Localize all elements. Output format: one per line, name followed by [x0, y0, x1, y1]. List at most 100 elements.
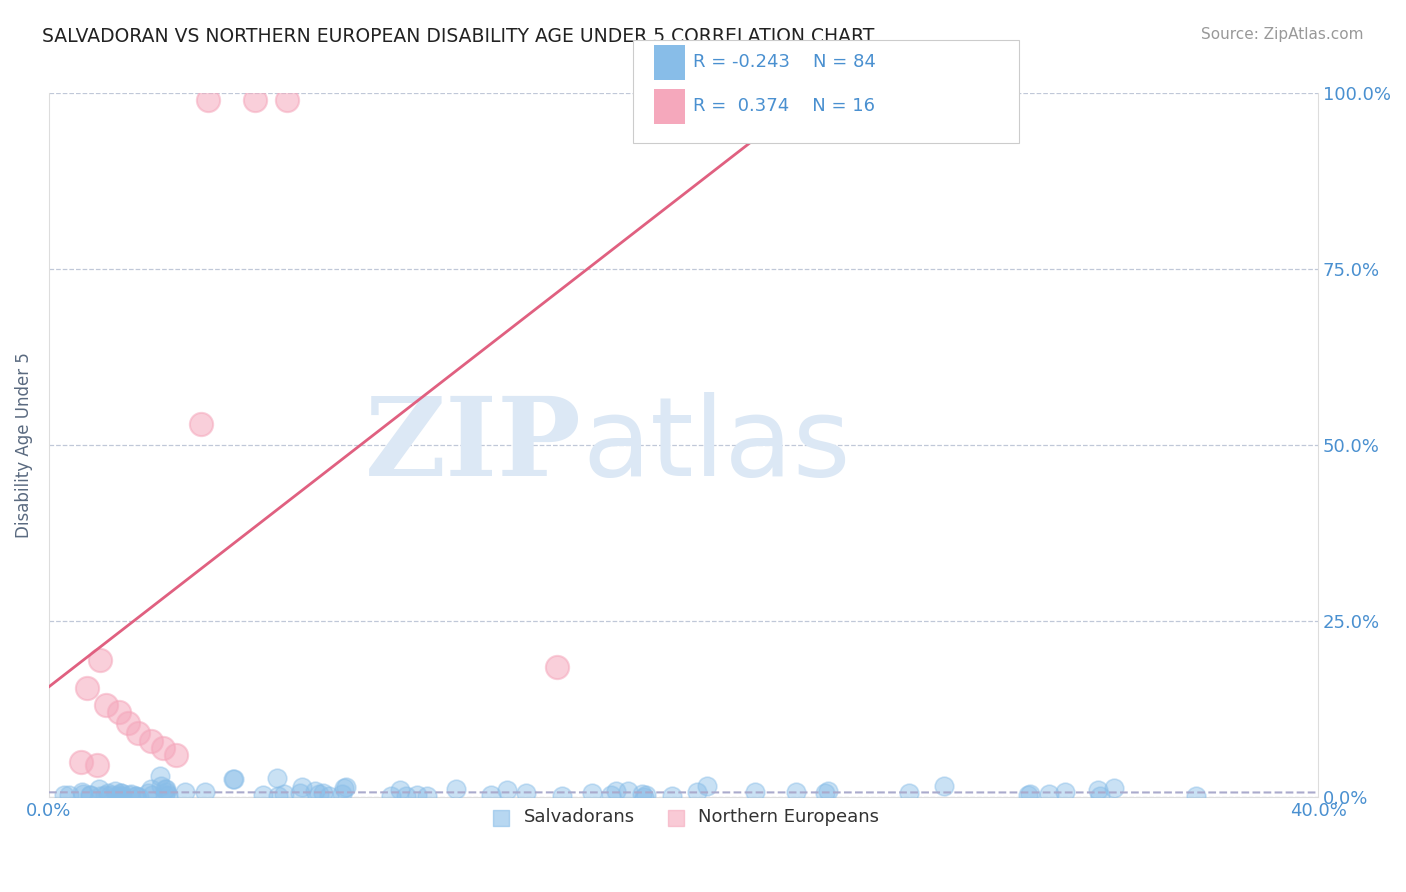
Point	[117, 715, 139, 730]
Point	[173, 785, 195, 799]
Text: atlas: atlas	[582, 392, 851, 499]
Point	[76, 681, 98, 695]
Point	[1088, 789, 1111, 804]
Point	[785, 785, 807, 799]
Point	[107, 706, 129, 720]
Legend: Salvadorans, Northern Europeans: Salvadorans, Northern Europeans	[481, 801, 887, 833]
Point	[117, 788, 139, 802]
Point	[197, 94, 219, 108]
Point	[150, 779, 173, 793]
Point	[312, 786, 335, 800]
Point	[97, 786, 120, 800]
Point	[380, 789, 402, 804]
Point	[190, 417, 212, 431]
Point	[1017, 788, 1039, 802]
Point	[111, 789, 134, 803]
Point	[496, 783, 519, 797]
Point	[69, 755, 91, 769]
Point	[479, 789, 502, 803]
Point	[94, 698, 117, 713]
Point	[86, 758, 108, 772]
Point	[194, 784, 217, 798]
Point	[617, 784, 640, 798]
Point	[276, 94, 298, 108]
Point	[79, 788, 101, 802]
Point	[631, 787, 654, 801]
Text: ZIP: ZIP	[366, 392, 582, 499]
Point	[605, 784, 627, 798]
Point	[1054, 785, 1077, 799]
Text: SALVADORAN VS NORTHERN EUROPEAN DISABILITY AGE UNDER 5 CORRELATION CHART: SALVADORAN VS NORTHERN EUROPEAN DISABILI…	[42, 27, 875, 45]
Point	[273, 787, 295, 801]
Point	[155, 785, 177, 799]
Point	[104, 783, 127, 797]
Point	[444, 782, 467, 797]
Point	[127, 726, 149, 740]
Point	[87, 782, 110, 797]
Point	[267, 789, 290, 803]
Point	[415, 789, 437, 803]
Point	[110, 786, 132, 800]
Point	[153, 789, 176, 803]
Y-axis label: Disability Age Under 5: Disability Age Under 5	[15, 352, 32, 538]
Point	[330, 788, 353, 802]
Point	[125, 789, 148, 804]
Point	[155, 781, 177, 796]
Point	[744, 785, 766, 799]
Point	[1018, 788, 1040, 802]
Point	[155, 781, 177, 796]
Point	[141, 788, 163, 802]
Point	[89, 789, 111, 803]
Text: Source: ZipAtlas.com: Source: ZipAtlas.com	[1201, 27, 1364, 42]
Point	[128, 789, 150, 804]
Point	[156, 788, 179, 802]
Point	[406, 789, 429, 803]
Point	[165, 747, 187, 762]
Text: R =  0.374    N = 16: R = 0.374 N = 16	[693, 97, 875, 115]
Point	[551, 789, 574, 804]
Point	[1038, 788, 1060, 802]
Point	[100, 788, 122, 802]
Point	[152, 740, 174, 755]
Point	[661, 789, 683, 803]
Point	[288, 786, 311, 800]
Point	[252, 788, 274, 802]
Point	[89, 652, 111, 666]
Point	[1087, 782, 1109, 797]
Point	[934, 779, 956, 793]
Point	[581, 786, 603, 800]
Point	[817, 783, 839, 797]
Point	[138, 786, 160, 800]
Point	[108, 788, 131, 802]
Point	[53, 788, 76, 802]
Point	[634, 789, 657, 803]
Point	[1104, 780, 1126, 795]
Point	[266, 771, 288, 785]
Point	[58, 788, 80, 802]
Point	[245, 94, 267, 108]
Point	[222, 772, 245, 787]
Point	[79, 788, 101, 802]
Point	[332, 781, 354, 796]
Point	[141, 782, 163, 797]
Point	[546, 659, 568, 673]
Point	[1185, 789, 1208, 804]
Point	[291, 780, 314, 794]
Point	[93, 788, 115, 802]
Text: R = -0.243    N = 84: R = -0.243 N = 84	[693, 54, 876, 71]
Point	[110, 786, 132, 800]
Point	[696, 779, 718, 793]
Point	[686, 784, 709, 798]
Point	[120, 787, 142, 801]
Point	[897, 786, 920, 800]
Point	[633, 789, 655, 804]
Point	[139, 733, 162, 747]
Point	[149, 769, 172, 783]
Point	[318, 789, 340, 803]
Point	[72, 787, 94, 801]
Point	[335, 780, 357, 794]
Point	[600, 789, 623, 803]
Point	[395, 789, 418, 803]
Point	[70, 785, 93, 799]
Point	[104, 789, 127, 803]
